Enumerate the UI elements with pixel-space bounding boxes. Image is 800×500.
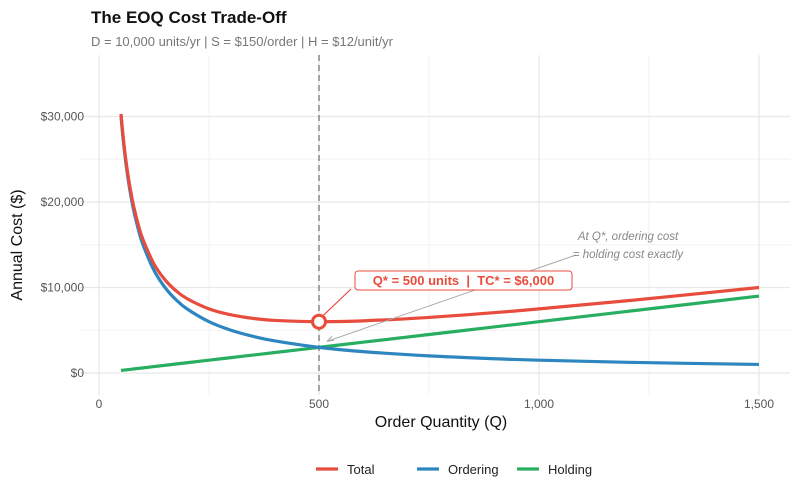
x-tick-label: 0 xyxy=(96,397,103,411)
x-tick-label: 1,500 xyxy=(744,397,774,411)
y-tick-label: $20,000 xyxy=(41,195,85,209)
annotation-text-line2: = holding cost exactly xyxy=(573,249,685,261)
chart-subtitle: D = 10,000 units/yr | S = $150/order | H… xyxy=(91,34,393,49)
annotation-arrow xyxy=(326,254,577,342)
legend-label-ordering: Ordering xyxy=(448,462,499,477)
y-axis-label: Annual Cost ($) xyxy=(9,189,26,300)
x-axis-label: Order Quantity (Q) xyxy=(375,414,507,431)
series-line-total xyxy=(119,113,760,324)
optimum-label-box xyxy=(354,270,573,291)
optimum-point xyxy=(311,313,327,330)
optimum-label: Q* = 500 units | TC* = $6,000 xyxy=(373,273,554,288)
x-tick-label: 500 xyxy=(309,397,329,411)
y-tick-label: $0 xyxy=(71,366,85,380)
annotation-text-line1: At Q*, ordering cost xyxy=(577,231,679,243)
y-tick-label: $10,000 xyxy=(41,281,85,295)
y-tick-label: $30,000 xyxy=(41,110,85,124)
series-line-holding xyxy=(120,294,760,373)
annotation-arrowhead xyxy=(326,335,335,342)
x-tick-label: 1,000 xyxy=(524,397,554,411)
chart-title: The EOQ Cost Trade-Off xyxy=(91,8,287,27)
legend-label-holding: Holding xyxy=(548,462,592,477)
optimum-pointer xyxy=(322,288,352,317)
legend-label-total: Total xyxy=(347,462,375,477)
